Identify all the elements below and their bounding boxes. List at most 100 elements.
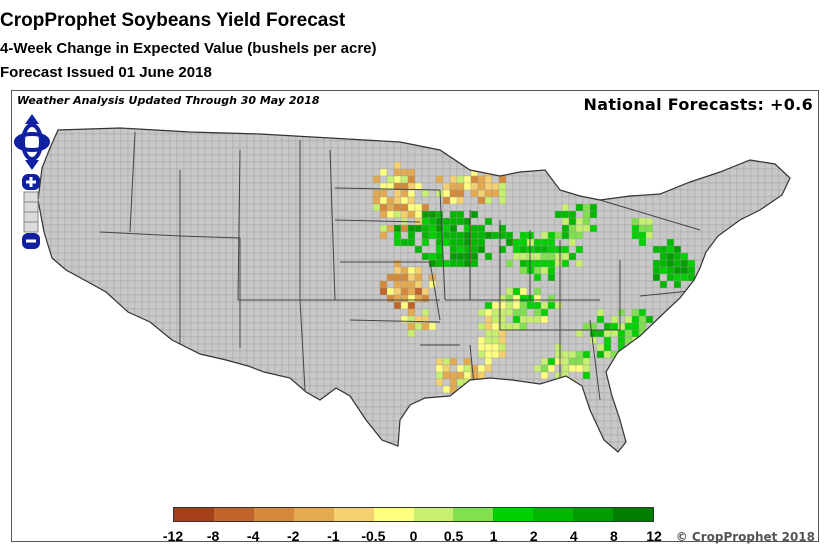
county-cell xyxy=(57,364,66,373)
county-cell xyxy=(491,182,500,191)
county-cell xyxy=(596,238,605,247)
county-cell xyxy=(330,420,339,429)
county-cell xyxy=(624,147,633,156)
county-cell xyxy=(624,287,633,296)
county-cell xyxy=(288,301,297,310)
county-cell xyxy=(225,182,234,191)
county-cell xyxy=(589,378,598,387)
county-cell xyxy=(547,210,556,219)
county-cell xyxy=(316,427,325,436)
county-cell xyxy=(211,294,220,303)
county-cell xyxy=(575,154,584,163)
county-cell xyxy=(274,315,283,324)
county-cell xyxy=(491,224,500,233)
county-cell xyxy=(337,128,346,135)
county-cell xyxy=(659,329,668,338)
county-cell xyxy=(407,392,416,401)
county-cell xyxy=(617,392,626,401)
county-cell xyxy=(30,351,37,358)
county-cell xyxy=(547,245,556,254)
county-cell xyxy=(281,203,290,212)
county-cell xyxy=(169,371,178,380)
county-cell xyxy=(575,308,584,317)
county-cell xyxy=(547,266,556,275)
county-cell xyxy=(771,175,780,184)
county-cell xyxy=(631,287,640,296)
county-cell xyxy=(673,392,682,401)
county-cell xyxy=(505,210,514,219)
county-cell xyxy=(386,245,395,254)
county-cell xyxy=(134,196,143,205)
county-cell xyxy=(603,315,612,324)
county-cell xyxy=(400,364,409,373)
county-cell xyxy=(533,294,542,303)
county-cell xyxy=(351,392,360,401)
county-cell xyxy=(771,147,780,156)
county-cell xyxy=(561,133,570,142)
county-cell xyxy=(337,378,346,387)
county-cell xyxy=(603,154,612,163)
county-cell xyxy=(652,154,661,163)
county-cell xyxy=(183,378,192,387)
county-cell xyxy=(134,203,143,212)
county-cell xyxy=(50,217,59,226)
county-cell xyxy=(351,224,360,233)
county-cell xyxy=(575,182,584,191)
county-cell xyxy=(715,357,724,366)
county-cell xyxy=(701,329,710,338)
county-cell xyxy=(120,434,129,443)
county-cell xyxy=(148,406,157,415)
county-cell xyxy=(351,322,360,331)
county-cell xyxy=(750,128,759,135)
county-cell xyxy=(750,266,759,275)
county-cell xyxy=(169,329,178,338)
county-cell xyxy=(477,189,486,198)
county-cell xyxy=(512,231,521,240)
county-cell xyxy=(302,224,311,233)
county-cell xyxy=(512,406,521,415)
county-cell xyxy=(64,434,73,443)
county-cell xyxy=(134,322,143,331)
county-cell xyxy=(211,266,220,275)
county-cell xyxy=(260,385,269,394)
county-cell xyxy=(764,385,773,394)
county-cell xyxy=(652,217,661,226)
county-cell xyxy=(757,378,766,387)
county-cell xyxy=(407,203,416,212)
county-cell xyxy=(512,189,521,198)
county-cell xyxy=(687,385,696,394)
county-cell xyxy=(379,308,388,317)
county-cell xyxy=(316,245,325,254)
county-cell xyxy=(372,189,381,198)
county-cell xyxy=(554,231,563,240)
county-cell xyxy=(498,364,507,373)
county-cell xyxy=(337,413,346,422)
county-cell xyxy=(309,301,318,310)
county-cell xyxy=(764,154,773,163)
county-cell xyxy=(449,217,458,226)
county-cell xyxy=(141,147,150,156)
county-cell xyxy=(365,203,374,212)
county-cell xyxy=(477,259,486,268)
county-cell xyxy=(71,413,80,422)
county-cell xyxy=(743,231,752,240)
county-cell xyxy=(274,245,283,254)
county-cell xyxy=(365,329,374,338)
county-cell xyxy=(316,329,325,338)
county-cell xyxy=(701,364,710,373)
county-cell xyxy=(344,128,353,135)
county-cell xyxy=(190,329,199,338)
county-cell xyxy=(127,329,136,338)
county-cell xyxy=(337,420,346,429)
county-cell xyxy=(757,322,766,331)
county-cell xyxy=(379,140,388,149)
county-cell xyxy=(274,329,283,338)
county-cell xyxy=(120,259,129,268)
county-cell xyxy=(659,336,668,345)
county-cell xyxy=(302,329,311,338)
county-cell xyxy=(708,133,717,142)
county-cell xyxy=(582,427,591,436)
county-cell xyxy=(50,161,59,170)
county-cell xyxy=(666,413,675,422)
